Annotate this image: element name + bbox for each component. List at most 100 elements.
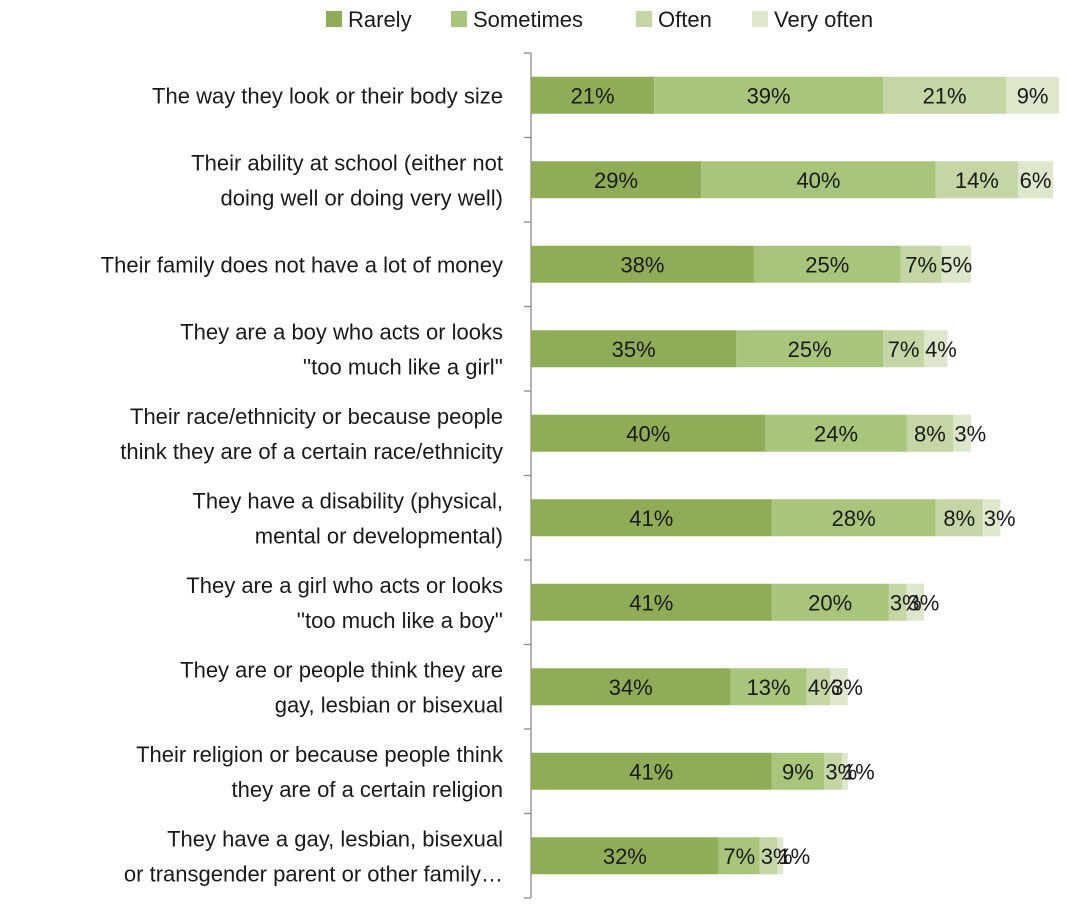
bar-segment-very-often	[841, 752, 848, 790]
bar-segment-very-often	[777, 837, 784, 875]
category-label: They are a boy who acts or looks	[180, 319, 503, 344]
data-label: 3%	[831, 675, 863, 700]
data-label: 7%	[905, 252, 937, 277]
category-label: Their family does not have a lot of mone…	[101, 252, 503, 277]
legend-label: Rarely	[348, 7, 412, 32]
data-label: 39%	[747, 83, 791, 108]
data-label: 24%	[814, 421, 858, 446]
category-label: The way they look or their body size	[152, 83, 503, 108]
legend-label: Very often	[774, 7, 873, 32]
data-labels: 21% 39% 21% 9%29% 40% 14% 6%38% 25% 7% 5%35% 25% 7%…	[571, 83, 1052, 869]
category-label: ''too much like a girl''	[303, 354, 503, 379]
category-labels: The way they look or their body size Thei…	[101, 83, 504, 886]
data-label: 40%	[796, 168, 840, 193]
category-label: Their ability at school (either not	[191, 150, 503, 175]
data-label: 7%	[723, 844, 755, 869]
bar-segment-sometimes	[771, 583, 889, 621]
data-label: 4%	[925, 337, 957, 362]
data-label: 25%	[788, 337, 832, 362]
data-label: 9%	[782, 759, 814, 784]
data-label: 34%	[609, 675, 653, 700]
bar-segment-rarely	[531, 499, 772, 537]
bar-segment-sometimes	[718, 837, 760, 875]
bars	[531, 76, 1059, 875]
category-axis	[524, 52, 532, 899]
bar-segment-very-often	[941, 245, 971, 283]
bar-segment-very-often	[982, 499, 1001, 537]
bar-segment-often	[883, 330, 925, 368]
category-label: doing well or doing very well)	[221, 185, 503, 210]
category-label: mental or developmental)	[255, 523, 503, 548]
bar-segment-rarely	[531, 837, 719, 875]
data-label: 25%	[805, 252, 849, 277]
data-label: 1%	[843, 759, 875, 784]
category-label: they are of a certain religion	[232, 777, 504, 802]
bar-segment-sometimes	[730, 668, 807, 706]
bar-segment-rarely	[531, 668, 731, 706]
category-label: They have a disability (physical,	[192, 488, 503, 513]
bar-segment-very-often	[924, 330, 948, 368]
bar-segment-rarely	[531, 245, 754, 283]
data-label: 3%	[954, 421, 986, 446]
bar-segment-often	[824, 752, 842, 790]
category-label: Their religion or because people think	[136, 742, 504, 767]
bar-segment-often	[900, 245, 942, 283]
data-label: 14%	[955, 168, 999, 193]
legend-label: Sometimes	[473, 7, 583, 32]
bar-segment-rarely	[531, 414, 766, 452]
legend-swatch-rarely	[326, 11, 342, 27]
bar-segment-very-often	[830, 668, 848, 706]
data-label: 28%	[832, 506, 876, 531]
bar-segment-rarely	[531, 161, 702, 199]
data-label: 9%	[1017, 83, 1049, 108]
category-label: Their race/ethnicity or because people	[130, 404, 503, 429]
data-label: 41%	[629, 506, 673, 531]
bar-segment-sometimes	[771, 499, 936, 537]
bar-segment-sometimes	[771, 752, 825, 790]
data-label: 21%	[571, 83, 615, 108]
legend-swatch-sometimes	[451, 11, 467, 27]
category-label: They have a gay, lesbian, bisexual	[167, 826, 503, 851]
data-label: 3%	[825, 759, 857, 784]
data-label: 29%	[594, 168, 638, 193]
data-label: 35%	[612, 337, 656, 362]
bar-segment-very-often	[953, 414, 971, 452]
bar-segment-often	[759, 837, 778, 875]
data-label: 40%	[626, 421, 670, 446]
data-label: 41%	[629, 590, 673, 615]
data-label: 13%	[747, 675, 791, 700]
data-label: 3%	[761, 844, 793, 869]
bar-segment-very-often	[1006, 76, 1059, 114]
data-label: 3%	[907, 590, 939, 615]
bar-segment-sometimes	[654, 76, 883, 114]
bar-segment-often	[935, 161, 1018, 199]
bar-segment-very-often	[1017, 161, 1054, 199]
category-label: think they are of a certain race/ethnici…	[120, 439, 503, 464]
bar-segment-often	[888, 583, 907, 621]
data-label: 21%	[923, 83, 967, 108]
category-label: They are a girl who acts or looks	[186, 573, 503, 598]
bar-segment-sometimes	[765, 414, 907, 452]
category-label: gay, lesbian or bisexual	[275, 692, 503, 717]
data-label: 38%	[620, 252, 664, 277]
legend-swatch-very-often	[752, 11, 768, 27]
data-label: 6%	[1020, 168, 1052, 193]
legend-swatch-often	[636, 11, 652, 27]
legend-label: Often	[658, 7, 712, 32]
bar-segment-rarely	[531, 330, 737, 368]
data-label: 7%	[888, 337, 920, 362]
data-label: 4%	[808, 675, 840, 700]
bar-segment-very-often	[906, 583, 925, 621]
bar-segment-sometimes	[753, 245, 901, 283]
bar-segment-rarely	[531, 583, 772, 621]
data-label: 32%	[603, 844, 647, 869]
legend: Rarely Sometimes Often Very often	[326, 7, 873, 32]
data-label: 3%	[890, 590, 922, 615]
category-label: They are or people think they are	[180, 657, 503, 682]
bar-segment-rarely	[531, 752, 772, 790]
bar-segment-sometimes	[736, 330, 883, 368]
bar-segment-sometimes	[701, 161, 936, 199]
bar-segment-often	[883, 76, 1007, 114]
bar-segment-rarely	[531, 76, 655, 114]
